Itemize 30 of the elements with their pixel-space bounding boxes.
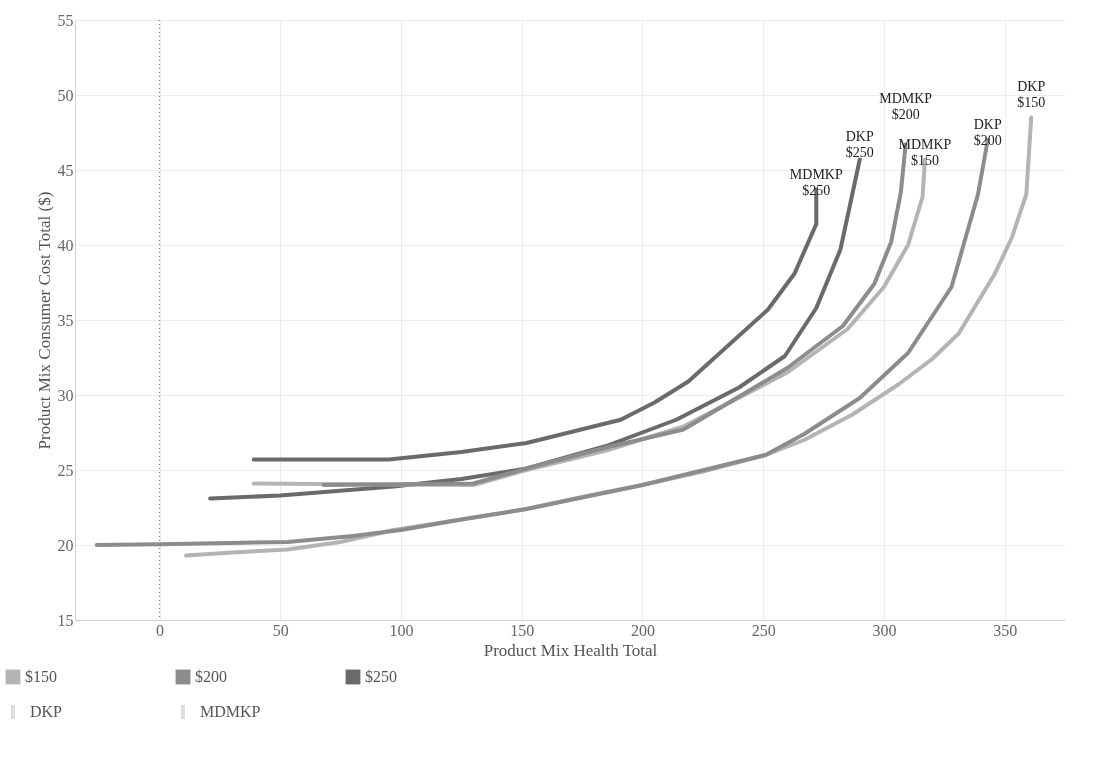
- x-axis-title: Product Mix Health Total: [483, 640, 658, 660]
- y-tick-label: 55: [57, 11, 74, 29]
- x-tick-label: 200: [630, 621, 655, 639]
- series-label: DKP $200: [973, 117, 1002, 148]
- series-label: DKP $150: [1017, 79, 1046, 110]
- text: MDMKP: [200, 703, 261, 720]
- x-tick-label: 350: [993, 621, 1018, 639]
- y-tick-label: 15: [57, 611, 74, 629]
- y-tick-label: 50: [57, 86, 74, 104]
- text: DKP: [30, 703, 63, 720]
- x-tick-label: 250: [751, 621, 776, 639]
- text: $150: [25, 668, 57, 685]
- text: MDMKP $200: [879, 90, 933, 122]
- x-tick-label: 100: [389, 621, 414, 639]
- x-tick-label: 300: [872, 621, 897, 639]
- y-tick-label: 40: [57, 236, 74, 254]
- y-tick-label: 25: [57, 461, 74, 479]
- x-tick-label: 50: [272, 621, 289, 639]
- y-tick-label: 45: [57, 161, 74, 179]
- y-tick-label: 20: [57, 536, 74, 554]
- x-tick-label: 150: [510, 621, 535, 639]
- series-label: DKP $250: [845, 128, 874, 160]
- text: $200: [195, 668, 227, 685]
- y-axis-title: Product Mix Consumer Cost Total ($): [34, 191, 54, 450]
- text: $250: [365, 668, 397, 685]
- series-label: MDMKP $250: [789, 166, 843, 198]
- x-tick-label: 0: [156, 621, 165, 639]
- y-tick-label: 30: [57, 386, 74, 404]
- series-label: MDMKP $150: [898, 136, 952, 168]
- y-tick-label: 35: [57, 311, 74, 329]
